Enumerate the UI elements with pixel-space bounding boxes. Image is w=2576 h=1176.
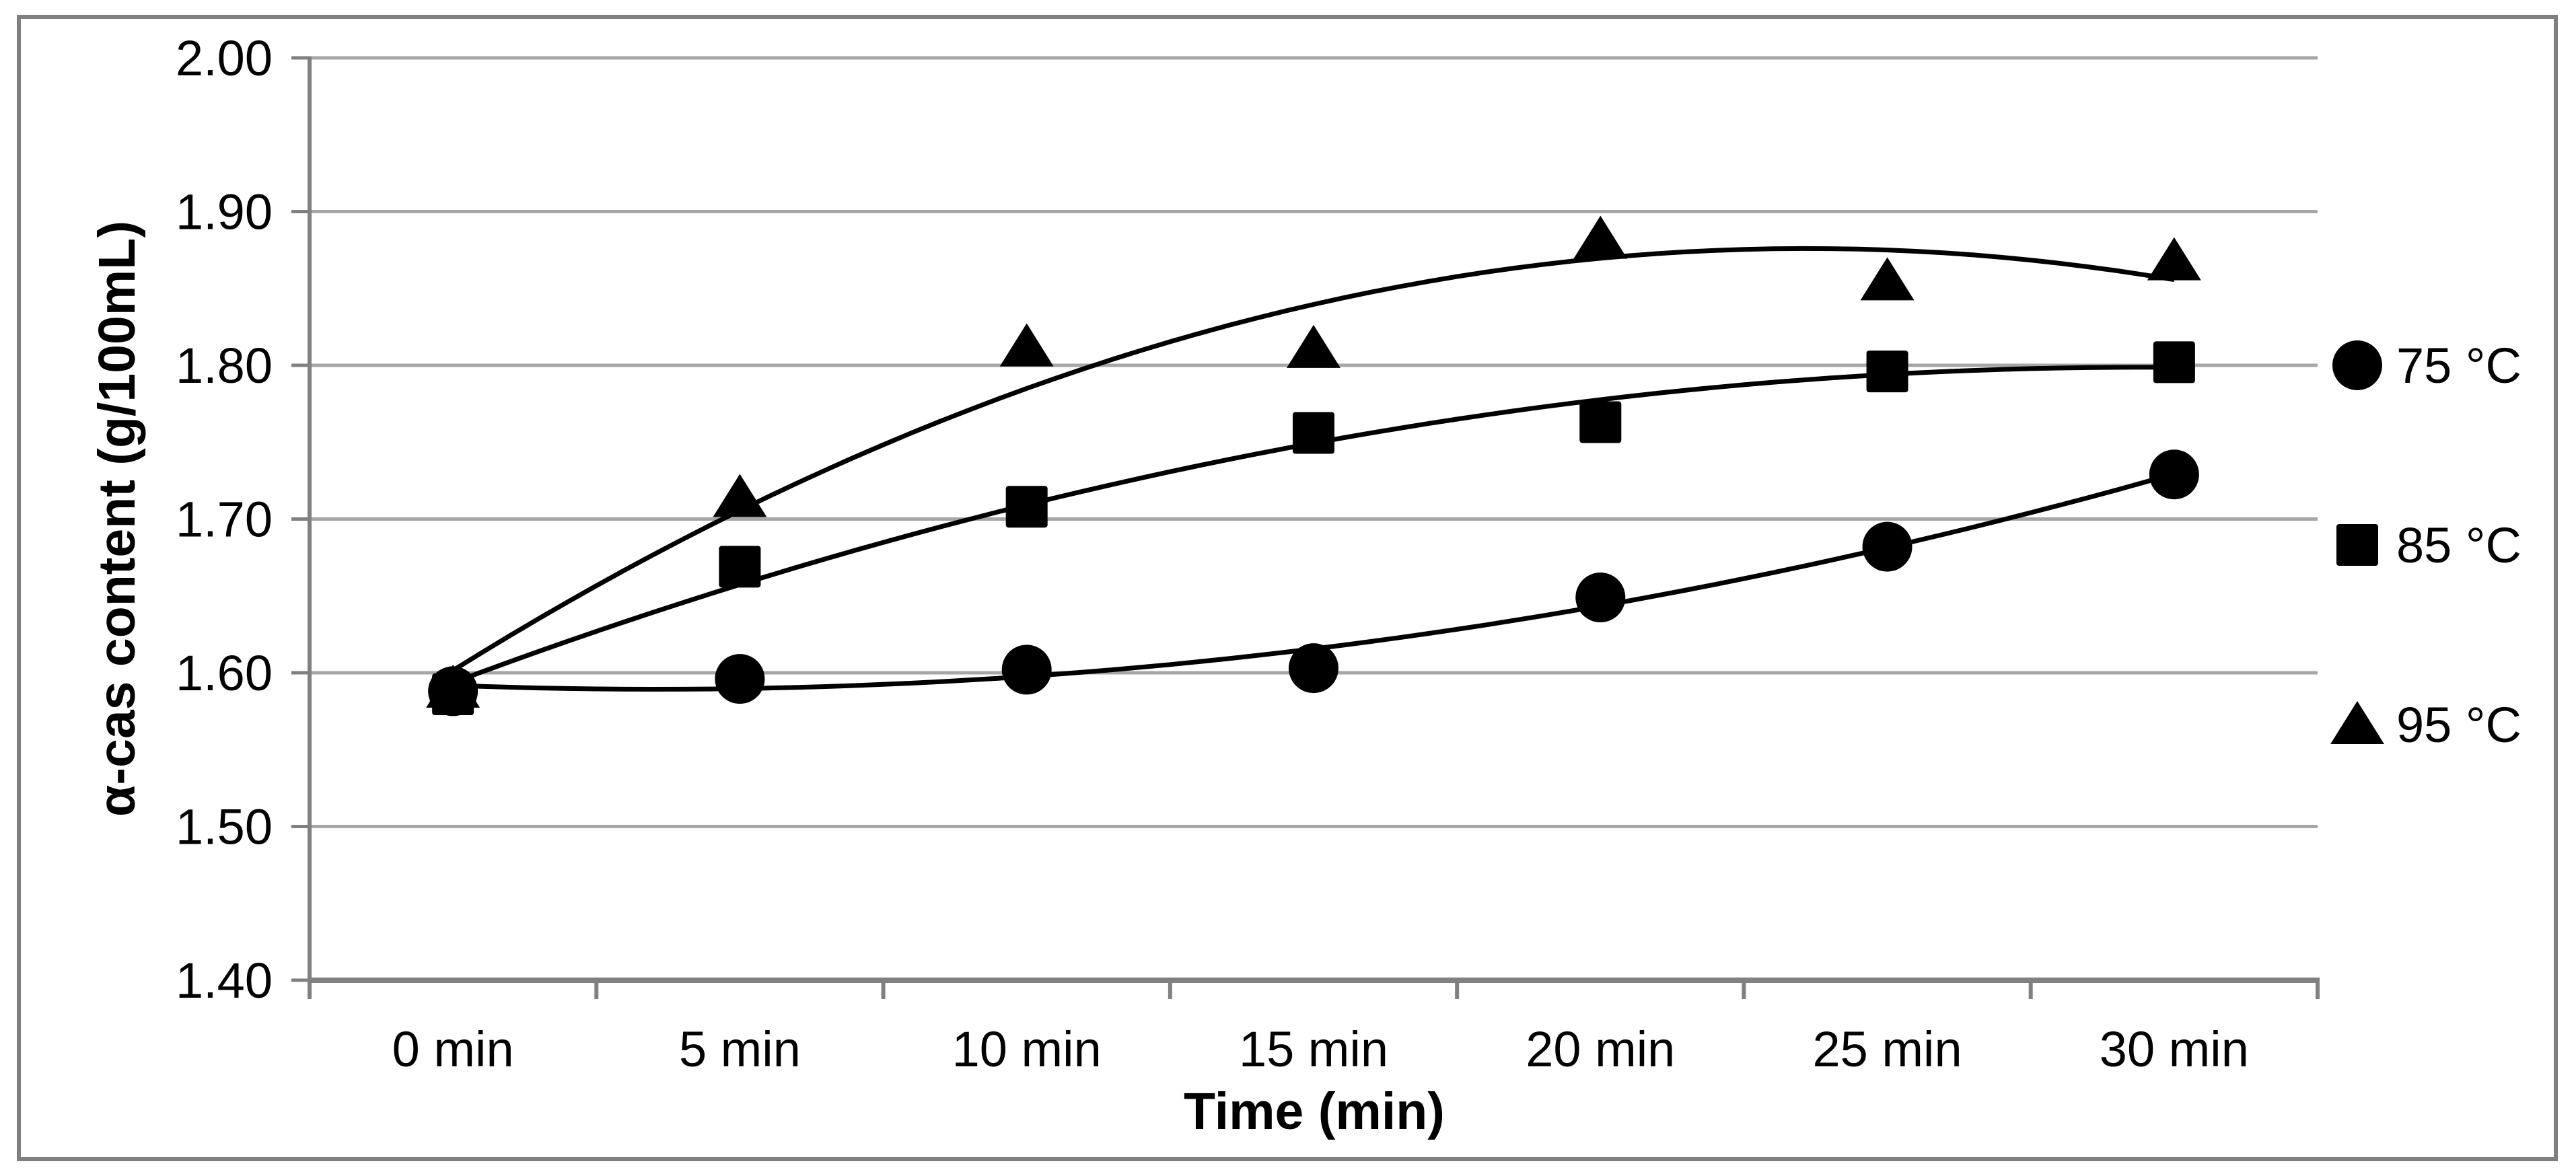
square-marker <box>2153 341 2195 383</box>
square-marker <box>1293 412 1334 454</box>
x-tick-label: 15 min <box>1239 1021 1388 1077</box>
square-marker <box>2336 524 2378 566</box>
triangle-marker <box>2330 701 2384 744</box>
y-tick-label: 1.70 <box>176 492 273 548</box>
square-marker <box>1005 486 1048 528</box>
triangle-marker <box>2147 237 2201 281</box>
triangle-marker <box>999 323 1054 367</box>
gridlines <box>310 56 2318 828</box>
y-axis-tick-labels: 1.40 1.50 1.60 1.70 1.80 1.90 2.00 <box>176 30 273 1008</box>
x-tick-label: 5 min <box>679 1021 801 1077</box>
x-axis-tick-labels: 0 min 5 min 10 min 15 min 20 min 25 min 30 min <box>392 1021 2249 1077</box>
triangle-marker <box>1860 257 1915 301</box>
triangle-marker <box>1287 324 1340 368</box>
legend-label: 95 °C <box>2396 697 2521 753</box>
triangle-marker <box>713 474 767 517</box>
y-tick-label: 2.00 <box>176 30 273 86</box>
square-marker <box>1579 401 1622 443</box>
y-tick-label: 1.90 <box>176 184 273 240</box>
figure-border <box>17 15 2558 1161</box>
x-tick-label: 25 min <box>1813 1021 1962 1077</box>
square-marker <box>719 546 761 588</box>
x-tick-label: 10 min <box>952 1021 1102 1077</box>
circle-marker <box>1862 521 1912 572</box>
x-axis-title: Time (min) <box>1184 1082 1445 1140</box>
legend-label: 85 °C <box>2396 517 2521 573</box>
x-tick-label: 0 min <box>392 1021 514 1077</box>
circle-marker <box>715 654 765 704</box>
square-marker <box>1866 351 1908 393</box>
circle-marker <box>2149 449 2199 500</box>
y-tick-label: 1.80 <box>176 338 273 394</box>
legend-item-75C: 75 °C <box>2332 338 2521 394</box>
x-tick-label: 30 min <box>2100 1021 2249 1077</box>
circle-marker <box>1289 643 1338 694</box>
y-tick-label: 1.50 <box>176 799 273 855</box>
x-tick-label: 20 min <box>1526 1021 1675 1077</box>
circle-marker <box>2332 340 2382 390</box>
y-tick-label: 1.60 <box>176 645 273 701</box>
circle-marker <box>1575 573 1626 623</box>
circle-marker <box>1001 645 1052 695</box>
y-axis-ticks <box>291 56 310 982</box>
legend: 75 °C 85 °C 95 °C <box>2330 338 2521 753</box>
triangle-marker <box>426 664 480 708</box>
triangle-marker <box>1573 215 1628 259</box>
legend-item-85C: 85 °C <box>2336 517 2521 573</box>
y-tick-label: 1.40 <box>176 953 273 1008</box>
legend-label: 75 °C <box>2396 338 2521 394</box>
y-axis-title: α-cas content (g/100mL) <box>88 221 146 817</box>
data-point-markers <box>426 215 2201 716</box>
x-axis-ticks <box>308 980 2320 999</box>
legend-item-95C: 95 °C <box>2330 697 2521 753</box>
